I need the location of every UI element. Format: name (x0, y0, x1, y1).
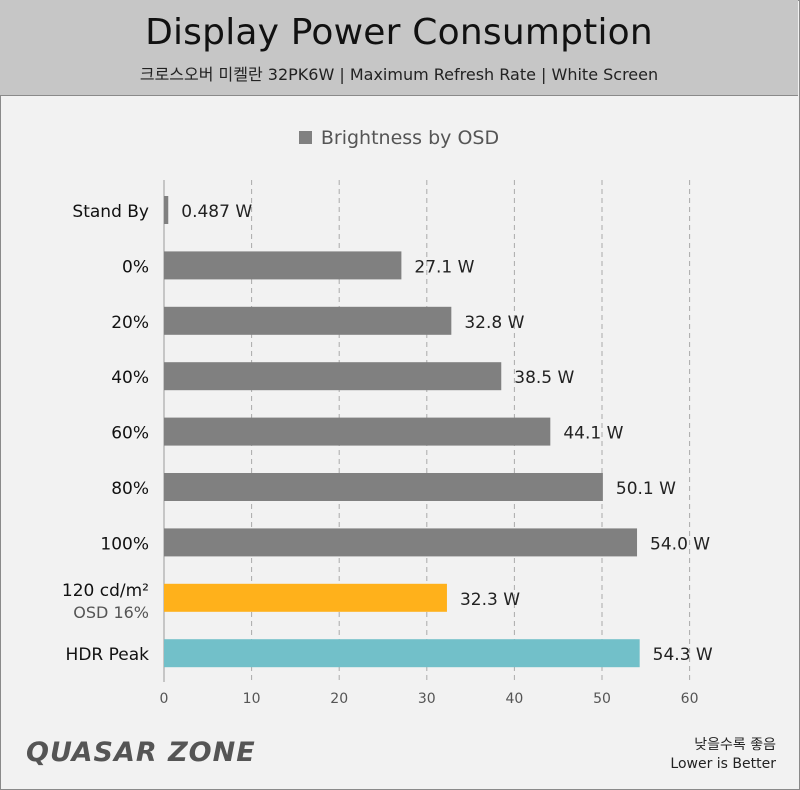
bar (164, 251, 402, 280)
category-label: 80% (111, 479, 149, 499)
x-tick-label: 0 (160, 691, 169, 707)
data-label: 32.3 W (460, 590, 520, 610)
x-tick-label: 50 (593, 691, 611, 707)
x-tick-label: 30 (418, 691, 436, 707)
category-label: HDR Peak (66, 645, 150, 665)
bar (164, 639, 640, 668)
note-english: Lower is Better (670, 756, 776, 772)
data-label: 54.3 W (653, 645, 713, 665)
data-label: 54.0 W (650, 534, 710, 554)
note-korean: 낮을수록 좋음 (694, 737, 776, 753)
bar (164, 306, 452, 335)
legend-label: Brightness by OSD (320, 127, 500, 149)
chart-header: Display Power Consumption 크로스오버 미켈란 32PK… (0, 0, 798, 96)
chart-title: Display Power Consumption (145, 12, 653, 53)
data-label: 44.1 W (563, 424, 623, 444)
category-label: 120 cd/m² (62, 581, 149, 601)
bar (164, 473, 603, 501)
data-label: 0.487 W (181, 202, 252, 222)
footer-note: 낮을수록 좋음 Lower is Better (670, 736, 776, 774)
x-tick-label: 60 (681, 691, 699, 707)
data-label: 32.8 W (464, 313, 524, 333)
category-label: 40% (111, 368, 149, 388)
quasarzone-logo: QUASAR ZONE (26, 737, 256, 768)
data-label: 38.5 W (514, 368, 574, 388)
chart-subtitle: 크로스오버 미켈란 32PK6W | Maximum Refresh Rate … (139, 65, 659, 84)
category-label: 20% (111, 313, 149, 333)
data-label: 27.1 W (414, 257, 474, 277)
data-label: 50.1 W (616, 479, 676, 499)
category-label: 0% (122, 257, 149, 277)
x-tick-label: 10 (243, 691, 261, 707)
category-label: Stand By (72, 202, 149, 222)
bar (164, 583, 447, 612)
bar (164, 417, 551, 446)
bar (164, 362, 502, 391)
category-sublabel: OSD 16% (73, 603, 149, 622)
bar (164, 196, 169, 224)
bar (164, 528, 638, 557)
legend-swatch (298, 131, 312, 144)
x-tick-label: 40 (505, 691, 523, 707)
x-tick-label: 20 (330, 691, 348, 707)
category-label: 100% (100, 534, 149, 554)
category-label: 60% (111, 424, 149, 444)
chart-legend: Brightness by OSD (0, 127, 798, 149)
